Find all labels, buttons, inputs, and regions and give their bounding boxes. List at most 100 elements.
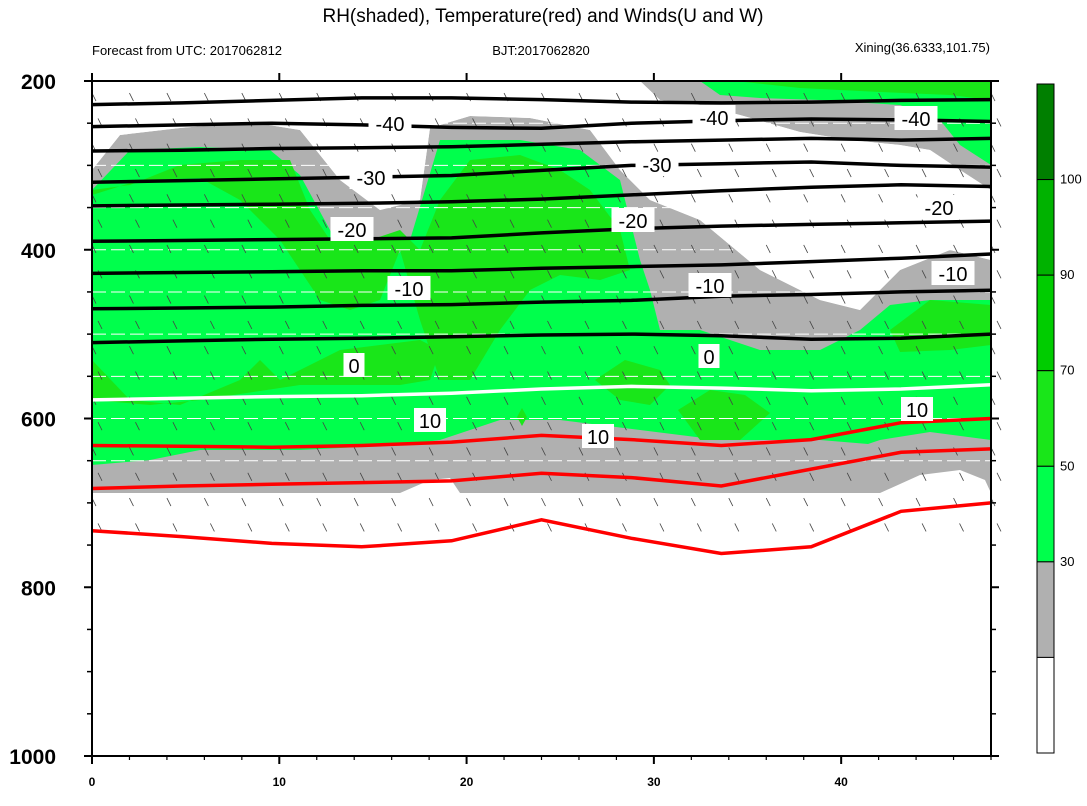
wind-barb [509,320,515,330]
wind-barb [846,472,852,481]
wind-barb [135,168,140,178]
wind-barb [210,320,215,330]
wind-barb [247,472,253,481]
colorbar-tick-label: 100 [1060,172,1082,187]
wind-barb [578,346,584,355]
wind-barb [204,346,209,355]
wind-barb [284,523,290,532]
wind-barb [503,244,509,254]
subtitle-right: Xining(36.6333,101.75) [855,40,990,55]
wind-barb [959,168,964,178]
wind-barb [803,497,809,507]
wind-barb [728,447,734,456]
wind-barb [996,118,1002,127]
wind-barb [653,497,659,507]
wind-barb [803,244,809,254]
wind-barb [771,371,777,380]
rh-region-green-mid-top [735,81,991,100]
wind-barb [210,472,215,481]
wind-barb [210,523,215,532]
wind-barb [840,346,846,355]
wind-barb [878,497,883,507]
contour-label: -20 [330,217,374,242]
wind-barb [509,118,515,127]
wind-barb [846,371,852,380]
wind-barb [509,270,515,279]
wind-barb [690,92,696,102]
wind-barb [584,371,590,380]
wind-barb [241,295,247,304]
wind-barb [734,320,740,330]
wind-barb [878,143,883,152]
wind-barb [734,270,740,279]
wind-barb [728,194,734,203]
temperature-contour [91,183,992,208]
wind-barb [509,371,515,380]
wind-barb [959,320,964,330]
wind-barb [547,421,552,431]
wind-barb [247,523,253,532]
wind-barb [728,143,734,152]
wind-barb [210,168,215,178]
wind-barb [316,194,322,203]
wind-barb [172,472,178,481]
wind-barb [734,371,740,380]
wind-barb [129,447,134,456]
wind-barb [622,421,627,431]
contour-label-box [894,106,938,130]
wind-barb [434,371,440,380]
wind-barb [472,371,477,380]
wind-barb [541,396,546,406]
wind-barb [884,523,889,532]
x-tick-label: 30 [647,775,661,789]
wind-barb [166,194,172,203]
wind-barb [622,523,627,532]
wind-barb [172,371,178,380]
wind-barb [322,219,328,228]
wind-barb [765,447,771,456]
wind-barb [135,371,140,380]
colorbar-segment [1036,83,1055,181]
wind-barb [616,447,621,456]
y-tick-label: 200 [21,71,56,94]
wind-barb [653,447,659,456]
wind-barb [316,497,322,507]
wind-barb [278,295,284,304]
colorbar-tick-label: 70 [1060,363,1074,378]
wind-barb [996,219,1002,228]
wind-barb [690,497,696,507]
wind-barb [503,497,509,507]
wind-barb [996,371,1002,380]
wind-barb [428,346,434,355]
wind-barb [765,244,771,254]
contour-label: -40 [692,105,736,130]
wind-barb [210,371,215,380]
wind-barb [129,346,134,355]
wind-barb [728,396,734,406]
wind-barb [884,472,889,481]
wind-barb [953,295,958,304]
zero-contour [91,383,992,402]
wind-barb [728,92,734,102]
wind-barb [696,472,702,481]
wind-barb [204,244,209,254]
wind-barb [359,472,365,481]
wind-barb [316,447,322,456]
wind-barb [690,244,696,254]
contour-label-box [611,208,655,232]
wind-barb [284,421,290,431]
contour-label-box [692,105,736,129]
wind-barb [659,371,665,380]
wind-barb [322,472,328,481]
contour-label: -20 [611,208,655,233]
wind-barb [472,320,477,330]
wind-barb [809,472,815,481]
wind-barb [428,447,434,456]
wind-barb [996,472,1002,481]
wind-barb [241,194,247,203]
contour-label: 0 [343,353,365,378]
wind-barb [397,472,403,481]
wind-barb [278,497,284,507]
wind-barb [846,270,852,279]
wind-barb [247,219,253,228]
